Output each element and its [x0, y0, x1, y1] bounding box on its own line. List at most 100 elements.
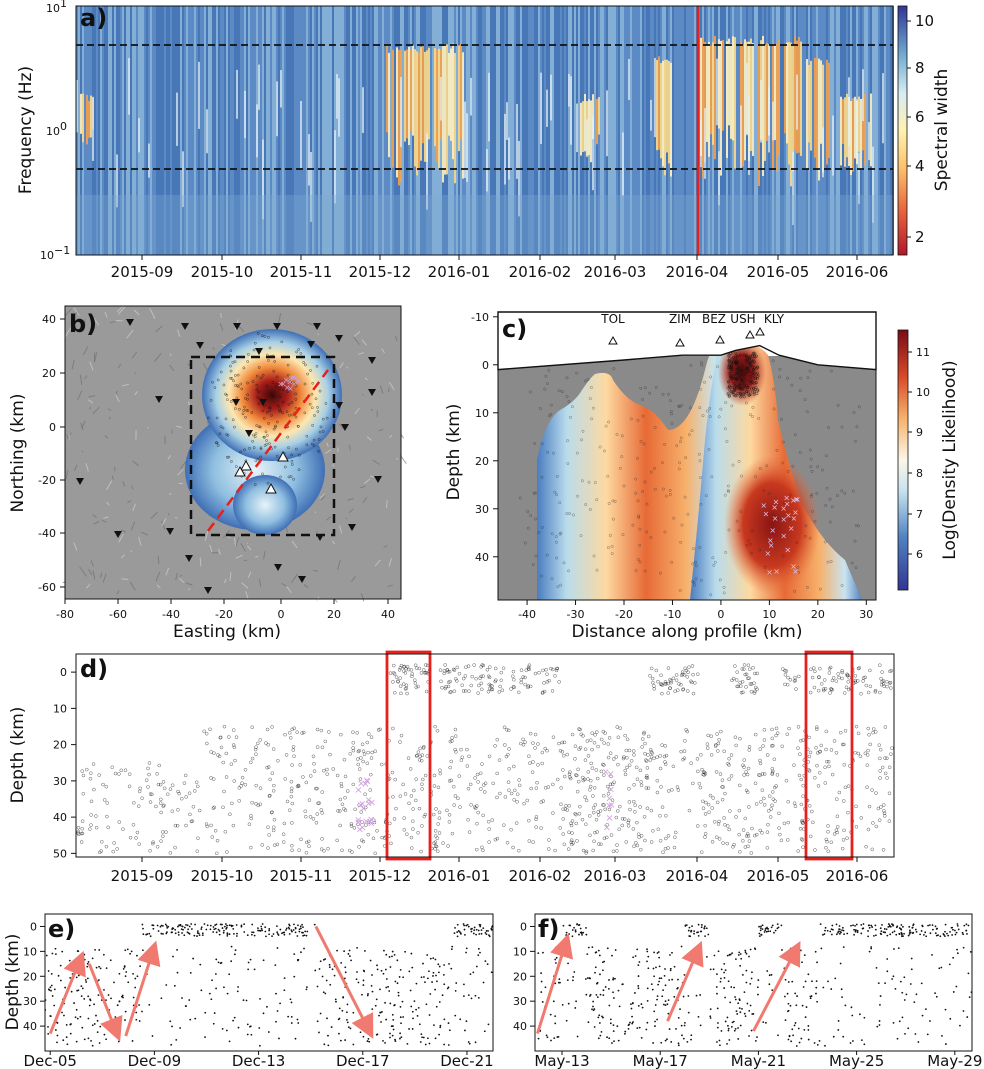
zoom-event	[62, 1039, 65, 1042]
zoom-event	[70, 1023, 72, 1025]
section-event	[749, 551, 753, 555]
zoom-event	[179, 923, 182, 926]
y-tick-label: 0	[482, 359, 489, 372]
seismic-station-icon	[374, 476, 382, 483]
zoom-event	[934, 932, 937, 935]
depth-event	[567, 830, 571, 835]
depth-event	[351, 730, 355, 734]
zoom-event	[276, 931, 279, 934]
station-marker-icon	[675, 337, 685, 347]
section-event	[830, 505, 834, 509]
zoom-event	[886, 958, 889, 960]
zoom-event	[124, 1010, 127, 1013]
x-tick-label: 2016-04	[666, 263, 729, 281]
map-event	[278, 409, 281, 413]
terrain-ridge	[177, 468, 184, 476]
depth-event	[184, 795, 188, 799]
spectrogram-column	[624, 6, 626, 255]
zoom-event	[367, 992, 369, 995]
depth-event	[569, 821, 573, 825]
terrain-ridge	[71, 359, 75, 370]
section-event	[851, 489, 855, 493]
depth-event	[846, 680, 850, 684]
zoom-event	[838, 932, 841, 935]
spectrogram-warm-band	[404, 50, 406, 142]
section-event	[611, 499, 615, 503]
zoom-event	[580, 931, 583, 934]
zoom-event	[462, 995, 465, 997]
section-event	[722, 591, 726, 595]
depth-event	[424, 663, 428, 667]
section-event	[745, 390, 749, 394]
spectrogram-column	[250, 6, 252, 255]
section-event	[725, 439, 729, 443]
depth-event	[807, 769, 812, 773]
depth-event	[409, 668, 414, 672]
zoom-event	[699, 1024, 702, 1027]
spectrogram-warm-band	[854, 96, 856, 159]
spectrogram-streak	[862, 69, 864, 122]
depth-event	[117, 820, 122, 824]
zoom-event	[666, 1038, 668, 1041]
zoom-event	[795, 1045, 798, 1047]
spectrogram-streak	[400, 76, 402, 147]
depth-event	[453, 794, 458, 798]
migration-arrow	[124, 940, 161, 1037]
depth-event	[664, 753, 669, 758]
spectrogram-column	[348, 6, 350, 255]
zoom-event	[718, 1039, 721, 1042]
section-event	[690, 580, 694, 583]
depth-event	[298, 763, 302, 767]
spectrogram-column	[642, 6, 644, 255]
depth-event	[527, 667, 531, 672]
terrain-ridge	[134, 372, 137, 374]
depth-event	[680, 672, 685, 677]
zoom-event	[819, 923, 822, 926]
panel-b-xlabel: Easting (km)	[173, 622, 281, 642]
section-event	[621, 533, 625, 537]
zoom-event	[451, 945, 454, 948]
depth-event	[417, 806, 422, 811]
zoom-event	[379, 988, 381, 991]
terrain-ridge	[132, 503, 136, 512]
zoom-event	[658, 980, 661, 983]
zoom-event	[727, 1024, 729, 1027]
panel-c-cross-section: ××××××××××××××××××××××× ××× TOL ZIM BEZ USH K…	[444, 311, 960, 642]
zoom-event	[940, 966, 943, 969]
depth-event	[80, 769, 84, 773]
zoom-event	[592, 1005, 594, 1008]
spectrogram-warm-band	[786, 42, 788, 144]
depth-event	[505, 841, 510, 845]
zoom-event	[367, 1014, 370, 1017]
map-event	[273, 360, 277, 363]
depth-event	[373, 749, 377, 753]
spectrogram-streak	[872, 146, 874, 223]
terrain-ridge	[177, 329, 181, 337]
zoom-event	[868, 950, 871, 953]
depth-event	[458, 805, 462, 809]
zoom-event	[920, 930, 923, 932]
section-event	[786, 376, 790, 380]
depth-event	[176, 789, 180, 794]
depth-event	[644, 759, 649, 763]
depth-event	[859, 816, 864, 820]
depth-event	[435, 836, 440, 840]
section-event	[547, 414, 551, 418]
depth-event	[606, 784, 610, 789]
zoom-event	[367, 1016, 369, 1019]
zoom-event	[488, 934, 490, 936]
zoom-event	[764, 927, 767, 930]
zoom-event	[919, 933, 922, 936]
spectrogram-warm-band	[810, 60, 812, 151]
spectrogram-column	[510, 6, 512, 255]
terrain-ridge	[219, 323, 224, 331]
zoom-event	[329, 983, 332, 986]
zoom-event	[733, 986, 735, 989]
zoom-event	[585, 933, 588, 936]
map-event	[250, 411, 254, 414]
depth-event	[635, 843, 640, 848]
map-event	[259, 455, 262, 459]
depth-event	[288, 736, 293, 740]
zoom-event	[384, 1041, 386, 1044]
map-event	[225, 393, 229, 397]
